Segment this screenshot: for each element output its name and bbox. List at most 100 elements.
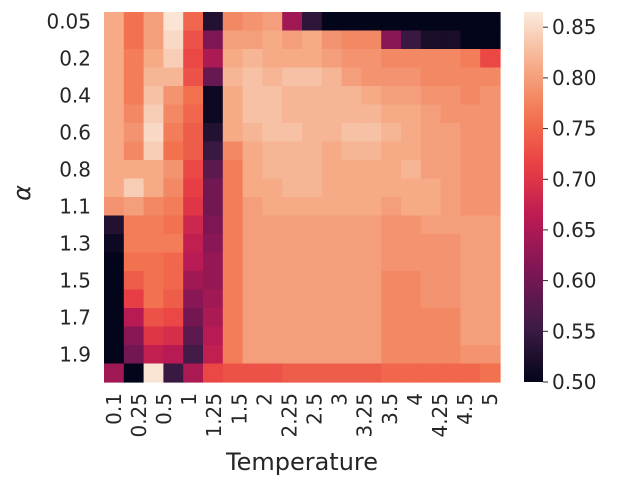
- heatmap-cell: [262, 252, 283, 272]
- heatmap-cell: [203, 67, 224, 87]
- heatmap-cell: [203, 86, 224, 106]
- heatmap-cell: [302, 178, 323, 198]
- heatmap-cell: [302, 141, 323, 161]
- heatmap-cell: [302, 160, 323, 180]
- heatmap-cell: [480, 178, 501, 198]
- heatmap-cell: [302, 215, 323, 235]
- heatmap-cell: [361, 12, 382, 32]
- heatmap-cell: [123, 141, 145, 161]
- heatmap-cell: [420, 49, 442, 69]
- heatmap-cell: [460, 160, 481, 180]
- heatmap-cell: [480, 104, 501, 124]
- heatmap-cell: [341, 326, 362, 346]
- heatmap-cell: [222, 86, 244, 106]
- heatmap-cell: [222, 49, 244, 69]
- heatmap-cell: [203, 308, 224, 328]
- heatmap-cell: [302, 49, 323, 69]
- heatmap-cell: [104, 123, 125, 143]
- heatmap-cell: [302, 67, 323, 87]
- heatmap-cell: [242, 308, 263, 328]
- heatmap-cell: [143, 104, 164, 124]
- heatmap-cell: [361, 197, 382, 217]
- heatmap-cell: [242, 123, 263, 143]
- heatmap-cell: [222, 326, 244, 346]
- heatmap-cell: [143, 215, 164, 235]
- colorbar: [524, 12, 543, 382]
- heatmap-cell: [341, 215, 362, 235]
- heatmap-cell: [440, 326, 461, 346]
- heatmap-cell: [183, 271, 204, 291]
- heatmap-cell: [401, 86, 422, 106]
- heatmap-cell: [143, 86, 164, 106]
- heatmap-cell: [222, 160, 244, 180]
- heatmap-cell: [282, 215, 303, 235]
- heatmap-cells: [104, 12, 501, 383]
- heatmap-cell: [104, 104, 125, 124]
- heatmap-cell: [262, 12, 283, 32]
- heatmap-cell: [242, 215, 263, 235]
- heatmap-cell: [361, 86, 382, 106]
- heatmap-cell: [321, 178, 343, 198]
- heatmap-cell: [222, 141, 244, 161]
- heatmap-cell: [381, 141, 402, 161]
- heatmap-cell: [222, 197, 244, 217]
- heatmap-cell: [203, 12, 224, 32]
- heatmap-cell: [242, 49, 263, 69]
- y-tick-label: 1.5: [59, 268, 91, 292]
- heatmap-cell: [420, 160, 442, 180]
- heatmap-cell: [420, 345, 442, 365]
- x-tick-label: 1.5: [227, 393, 251, 425]
- heatmap-cell: [262, 234, 283, 254]
- heatmap-cell: [282, 67, 303, 87]
- heatmap-cell: [262, 289, 283, 309]
- heatmap-cell: [361, 345, 382, 365]
- heatmap-cell: [440, 271, 461, 291]
- heatmap-cell: [163, 363, 184, 383]
- heatmap-cell: [321, 160, 343, 180]
- heatmap-cell: [242, 30, 263, 50]
- colorbar-tick-label: 0.80: [552, 66, 597, 90]
- heatmap-cell: [420, 197, 442, 217]
- heatmap-cell: [420, 30, 442, 50]
- heatmap-cell: [401, 141, 422, 161]
- heatmap-cell: [401, 30, 422, 50]
- heatmap-cell: [183, 12, 204, 32]
- heatmap-cell: [143, 30, 164, 50]
- heatmap-cell: [480, 363, 501, 383]
- heatmap-cell: [460, 271, 481, 291]
- heatmap-cell: [381, 178, 402, 198]
- heatmap-cell: [203, 30, 224, 50]
- heatmap-cell: [104, 197, 125, 217]
- heatmap-cell: [460, 30, 481, 50]
- heatmap-cell: [262, 308, 283, 328]
- heatmap-cell: [420, 67, 442, 87]
- heatmap-cell: [183, 86, 204, 106]
- heatmap-cell: [242, 67, 263, 87]
- heatmap-cell: [203, 141, 224, 161]
- heatmap-cell: [262, 104, 283, 124]
- heatmap-cell: [163, 160, 184, 180]
- heatmap-cell: [361, 104, 382, 124]
- heatmap-cell: [401, 363, 422, 383]
- heatmap-cell: [262, 197, 283, 217]
- heatmap-cell: [163, 252, 184, 272]
- heatmap-cell: [262, 141, 283, 161]
- heatmap-cell: [282, 12, 303, 32]
- heatmap-cell: [341, 289, 362, 309]
- heatmap-cell: [321, 49, 343, 69]
- heatmap-cell: [123, 86, 145, 106]
- heatmap-cell: [480, 289, 501, 309]
- heatmap-cell: [203, 234, 224, 254]
- heatmap-cell: [480, 308, 501, 328]
- heatmap-cell: [341, 252, 362, 272]
- heatmap-cell: [361, 234, 382, 254]
- heatmap-cell: [203, 197, 224, 217]
- heatmap-cell: [183, 308, 204, 328]
- colorbar-tick-label: 0.65: [552, 218, 597, 242]
- heatmap-cell: [143, 49, 164, 69]
- heatmap-cell: [480, 86, 501, 106]
- heatmap-cell: [460, 234, 481, 254]
- heatmap-cell: [262, 123, 283, 143]
- x-tick-label: 4.5: [453, 393, 477, 425]
- heatmap-cell: [143, 271, 164, 291]
